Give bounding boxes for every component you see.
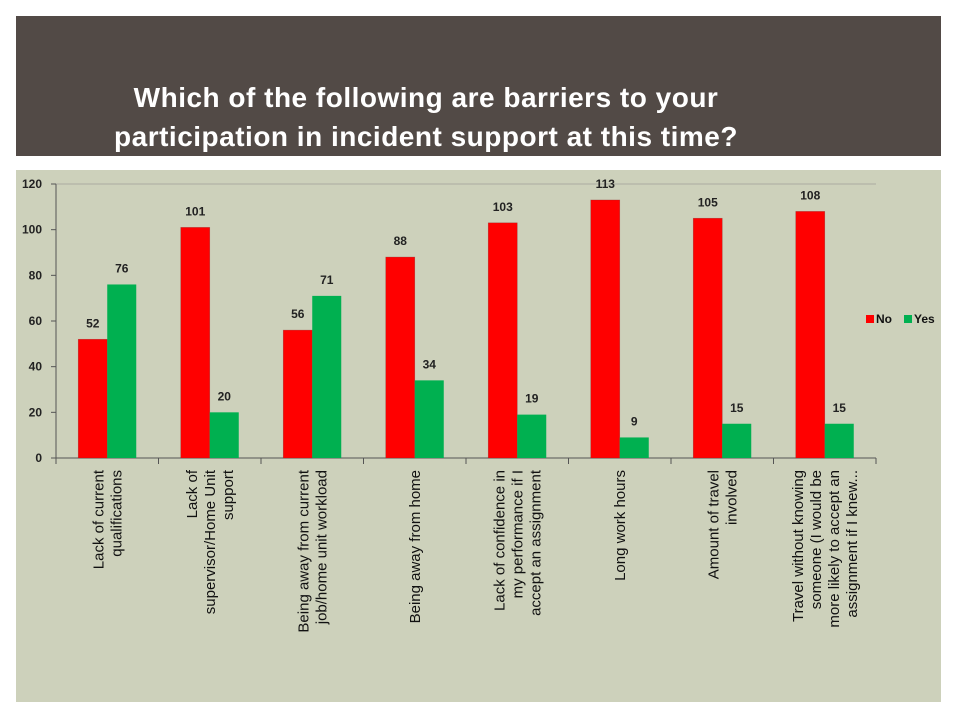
y-tick-label: 80 xyxy=(29,268,43,282)
category-label: my performance if I xyxy=(509,470,526,598)
data-label: 113 xyxy=(596,177,616,191)
category-label: more likely to accept an xyxy=(826,470,843,628)
data-label: 20 xyxy=(218,389,232,403)
data-label: 88 xyxy=(394,234,408,248)
bar-no xyxy=(180,227,211,459)
legend-swatch-no xyxy=(866,315,874,323)
chart-title: Which of the following are barriers to y… xyxy=(46,78,806,156)
bar-no xyxy=(385,256,416,459)
category-label: job/home unit workload xyxy=(313,470,330,625)
data-label: 19 xyxy=(525,392,539,406)
bar-yes xyxy=(414,380,444,458)
bar-yes xyxy=(619,437,649,458)
category-label: involved xyxy=(723,470,740,525)
y-tick-label: 120 xyxy=(22,177,42,191)
bar-yes xyxy=(209,412,239,458)
bar-no xyxy=(692,217,723,459)
title-banner: Which of the following are barriers to y… xyxy=(16,16,941,156)
bar-no xyxy=(282,329,313,459)
y-tick-label: 100 xyxy=(22,223,42,237)
y-tick-label: 20 xyxy=(29,405,43,419)
category-label: support xyxy=(220,469,237,520)
data-label: 101 xyxy=(185,204,205,218)
bar-yes xyxy=(312,295,342,458)
category-label: Travel without knowing xyxy=(790,470,807,622)
category-label: assignment if I knew... xyxy=(844,470,861,618)
data-label: 105 xyxy=(698,195,718,209)
y-tick-label: 40 xyxy=(29,360,43,374)
category-label: Long work hours xyxy=(612,470,629,581)
bar-no xyxy=(590,199,621,459)
category-label: supervisor/Home Unit xyxy=(202,469,219,614)
category-label: qualifications xyxy=(108,470,125,557)
legend-label-no: No xyxy=(876,312,892,326)
data-label: 108 xyxy=(800,188,820,202)
category-label: Lack of xyxy=(184,469,201,518)
category-label: Being away from current xyxy=(295,469,312,632)
bar-yes xyxy=(107,284,137,458)
bar-yes xyxy=(824,423,854,458)
bar-yes xyxy=(517,414,547,458)
data-label: 15 xyxy=(833,401,847,415)
data-label: 34 xyxy=(423,357,437,371)
chart-panel: 0 20 40 60 80 100 120 52 101 56 88 103 113 105 108 76 20… xyxy=(16,170,941,702)
bar-no xyxy=(795,211,826,459)
category-label: Lack of confidence in xyxy=(491,470,508,611)
y-tick-label: 60 xyxy=(29,314,43,328)
title-line-1: Which of the following are barriers to y… xyxy=(133,82,719,113)
legend-swatch-yes xyxy=(904,315,912,323)
data-label: 56 xyxy=(291,307,305,321)
bar-chart: 0 20 40 60 80 100 120 52 101 56 88 103 113 105 108 76 20… xyxy=(22,177,935,633)
data-label: 52 xyxy=(86,316,100,330)
data-label: 76 xyxy=(115,261,129,275)
category-label: Amount of travel xyxy=(705,470,722,579)
category-label: accept an assignment xyxy=(527,469,544,616)
y-tick-label: 0 xyxy=(35,451,42,465)
bar-no xyxy=(77,338,108,459)
title-line-2: participation in incident support at thi… xyxy=(114,121,738,152)
data-label: 103 xyxy=(493,200,513,214)
bar-yes xyxy=(722,423,752,458)
data-label: 15 xyxy=(730,401,744,415)
category-label: someone (I would be xyxy=(808,470,825,609)
data-label: 9 xyxy=(631,414,638,428)
data-label: 71 xyxy=(320,273,334,287)
category-label: Being away from home xyxy=(407,470,424,623)
legend-label-yes: Yes xyxy=(914,312,935,326)
category-label: Lack of current xyxy=(90,469,107,569)
bar-no xyxy=(487,222,518,459)
